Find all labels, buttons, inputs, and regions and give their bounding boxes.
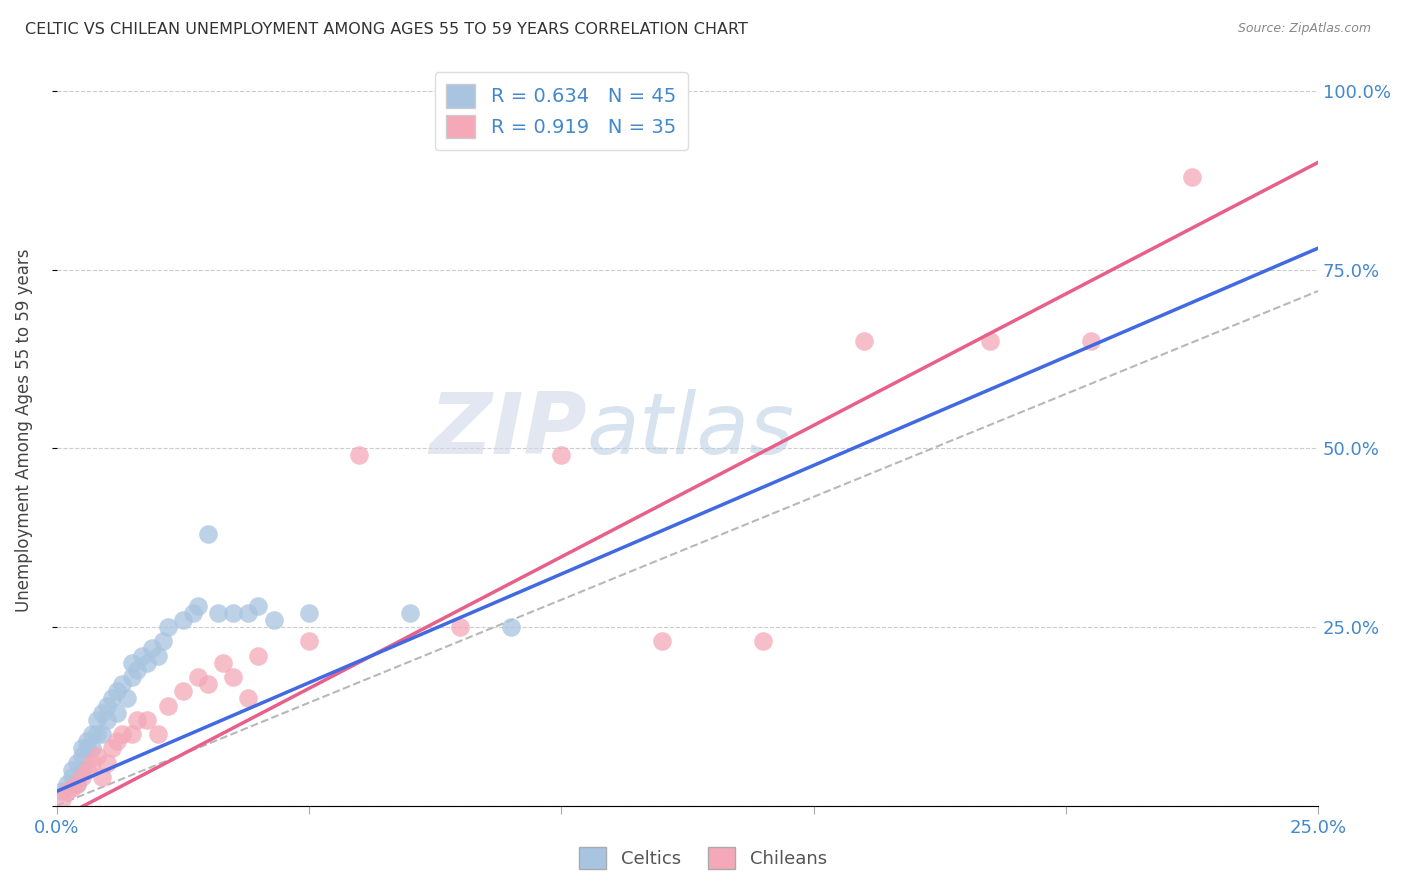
Point — [222, 606, 245, 620]
Point — [131, 648, 153, 663]
Point — [70, 770, 93, 784]
Point — [152, 634, 174, 648]
Point — [66, 777, 89, 791]
Point — [156, 620, 179, 634]
Point — [499, 620, 522, 634]
Point — [66, 756, 89, 770]
Point — [121, 670, 143, 684]
Point — [247, 599, 270, 613]
Point — [96, 698, 118, 713]
Point — [449, 620, 471, 634]
Point — [263, 613, 285, 627]
Point — [55, 784, 77, 798]
Point — [101, 741, 124, 756]
Point — [187, 599, 209, 613]
Point — [121, 656, 143, 670]
Point — [91, 727, 114, 741]
Point — [80, 756, 103, 770]
Point — [51, 784, 73, 798]
Point — [197, 677, 219, 691]
Point — [238, 691, 260, 706]
Point — [979, 334, 1001, 348]
Point — [111, 727, 134, 741]
Point — [1181, 169, 1204, 184]
Point — [247, 648, 270, 663]
Point — [51, 791, 73, 805]
Point — [117, 691, 139, 706]
Point — [212, 656, 235, 670]
Point — [550, 449, 572, 463]
Point — [1080, 334, 1102, 348]
Point — [853, 334, 876, 348]
Point — [70, 763, 93, 777]
Point — [60, 780, 83, 795]
Point — [136, 656, 159, 670]
Point — [398, 606, 420, 620]
Point — [156, 698, 179, 713]
Point — [349, 449, 371, 463]
Point — [111, 677, 134, 691]
Point — [197, 527, 219, 541]
Legend: R = 0.634   N = 45, R = 0.919   N = 35: R = 0.634 N = 45, R = 0.919 N = 35 — [434, 72, 688, 150]
Point — [80, 727, 103, 741]
Point — [105, 684, 128, 698]
Point — [91, 706, 114, 720]
Point — [86, 713, 108, 727]
Point — [207, 606, 229, 620]
Point — [76, 763, 98, 777]
Point — [66, 777, 89, 791]
Point — [60, 763, 83, 777]
Point — [172, 613, 194, 627]
Point — [86, 748, 108, 763]
Point — [136, 713, 159, 727]
Point — [146, 648, 169, 663]
Point — [105, 734, 128, 748]
Point — [238, 606, 260, 620]
Point — [80, 741, 103, 756]
Point — [172, 684, 194, 698]
Text: Source: ZipAtlas.com: Source: ZipAtlas.com — [1237, 22, 1371, 36]
Point — [76, 734, 98, 748]
Text: CELTIC VS CHILEAN UNEMPLOYMENT AMONG AGES 55 TO 59 YEARS CORRELATION CHART: CELTIC VS CHILEAN UNEMPLOYMENT AMONG AGE… — [25, 22, 748, 37]
Point — [96, 756, 118, 770]
Point — [187, 670, 209, 684]
Point — [96, 713, 118, 727]
Point — [101, 691, 124, 706]
Point — [127, 663, 149, 677]
Point — [121, 727, 143, 741]
Point — [298, 634, 321, 648]
Point — [86, 727, 108, 741]
Point — [752, 634, 775, 648]
Point — [146, 727, 169, 741]
Point — [55, 777, 77, 791]
Point — [91, 770, 114, 784]
Y-axis label: Unemployment Among Ages 55 to 59 years: Unemployment Among Ages 55 to 59 years — [15, 249, 32, 612]
Legend: Celtics, Chileans: Celtics, Chileans — [571, 838, 835, 879]
Point — [76, 741, 98, 756]
Point — [298, 606, 321, 620]
Point — [141, 641, 163, 656]
Point — [651, 634, 673, 648]
Point — [105, 706, 128, 720]
Point — [70, 741, 93, 756]
Point — [60, 770, 83, 784]
Text: atlas: atlas — [586, 389, 794, 472]
Text: ZIP: ZIP — [429, 389, 586, 472]
Point — [70, 748, 93, 763]
Point — [181, 606, 204, 620]
Point — [127, 713, 149, 727]
Point — [222, 670, 245, 684]
